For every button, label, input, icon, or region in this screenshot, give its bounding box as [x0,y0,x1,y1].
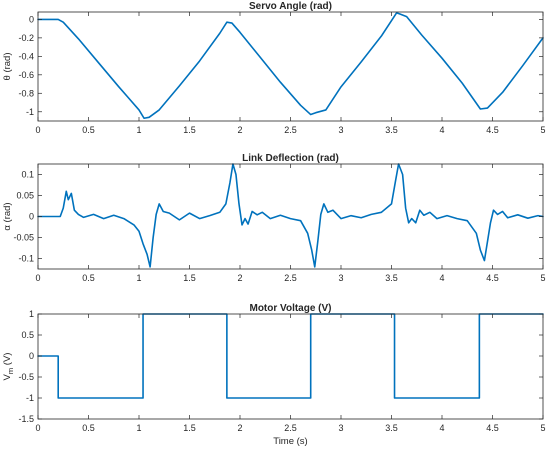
x-tick-label: 2 [237,273,242,283]
x-tick-label: 2.5 [284,273,297,283]
x-tick-label: 4 [439,273,444,283]
x-tick-label: 0.5 [82,423,95,433]
x-tick-label: 1.5 [183,125,196,135]
chart-panel-1: 0 0.5 1 1.5 2 2.5 3 3.5 4 4.5 5 -1 -0.8 -0.6 -0.4 -0.2 0… [2,1,546,135]
y-tick-label: 0.5 [21,330,34,340]
chart-panel-2: 0 0.5 1 1.5 2 2.5 3 3.5 4 4.5 5 -0.1 -0.05 0 0.05 0.1 Li… [2,153,546,283]
x-tick-label: 1 [136,423,141,433]
x-tick-label: 0.5 [82,125,95,135]
y-tick-label: -1.5 [18,414,34,424]
y-tick-label: 1 [29,309,34,319]
y-tick-label: -0.05 [13,233,34,243]
x-tick-label: 0.5 [82,273,95,283]
x-tick-label: 4.5 [486,273,499,283]
y-axis-label: α (rad) [2,202,13,230]
x-tick-label: 5 [540,423,545,433]
y-tick-label: 0 [29,14,34,24]
x-tick-label: 3 [338,125,343,135]
x-tick-label: 4.5 [486,125,499,135]
y-tick-label: 0.05 [16,191,34,201]
x-tick-label: 2.5 [284,423,297,433]
chart-title: Servo Angle (rad) [249,1,332,12]
x-tick-label: 1.5 [183,423,196,433]
x-tick-label: 4 [439,125,444,135]
x-tick-label: 3.5 [385,125,398,135]
x-tick-label: 0 [35,273,40,283]
y-tick-label: -1 [26,107,34,117]
x-tick-label: 0 [35,125,40,135]
x-tick-label: 0 [35,423,40,433]
y-tick-label: -0.5 [18,372,34,382]
y-axis-label: θ (rad) [2,53,13,81]
x-tick-label: 4.5 [486,423,499,433]
y-tick-label: -0.6 [18,70,34,80]
chart-title: Link Deflection (rad) [242,153,339,164]
y-tick-label: 0.1 [21,170,34,180]
x-tick-label: 4 [439,423,444,433]
x-tick-label: 5 [540,125,545,135]
series-line [37,313,544,399]
x-tick-label: 5 [540,273,545,283]
chart-panel-3: 0 0.5 1 1.5 2 2.5 3 3.5 4 4.5 5 -1.5 -1 -0.5 0 0.5 1 Moto… [2,303,546,447]
y-tick-label: -0.8 [18,88,34,98]
chart-title: Motor Voltage (V) [249,303,331,314]
series-line [37,12,544,120]
y-tick-label: 0 [29,351,34,361]
x-tick-label: 3.5 [385,273,398,283]
x-tick-label: 2.5 [284,125,297,135]
x-tick-label: 1 [136,273,141,283]
x-tick-label: 3.5 [385,423,398,433]
y-axis-label-subscript: m [6,368,15,374]
y-tick-label: -0.1 [18,254,34,264]
x-tick-label: 1.5 [183,273,196,283]
y-tick-label: -0.4 [18,51,34,61]
x-tick-label: 2 [237,125,242,135]
axes-box [37,313,544,420]
x-tick-label: 1 [136,125,141,135]
y-tick-label: 0 [29,212,34,222]
y-axis-label-main: V [2,373,13,380]
x-axis-label: Time (s) [273,436,307,447]
y-axis-label: Vm (V) [2,353,15,381]
y-tick-label: -1 [26,393,34,403]
axes-box [37,163,544,270]
x-tick-label: 3 [338,273,343,283]
x-tick-label: 2 [237,423,242,433]
x-tick-label: 3 [338,423,343,433]
series-line [37,163,544,268]
axes-box [37,11,544,122]
y-axis-label-unit: (V) [2,353,13,368]
y-tick-label: -0.2 [18,33,34,43]
